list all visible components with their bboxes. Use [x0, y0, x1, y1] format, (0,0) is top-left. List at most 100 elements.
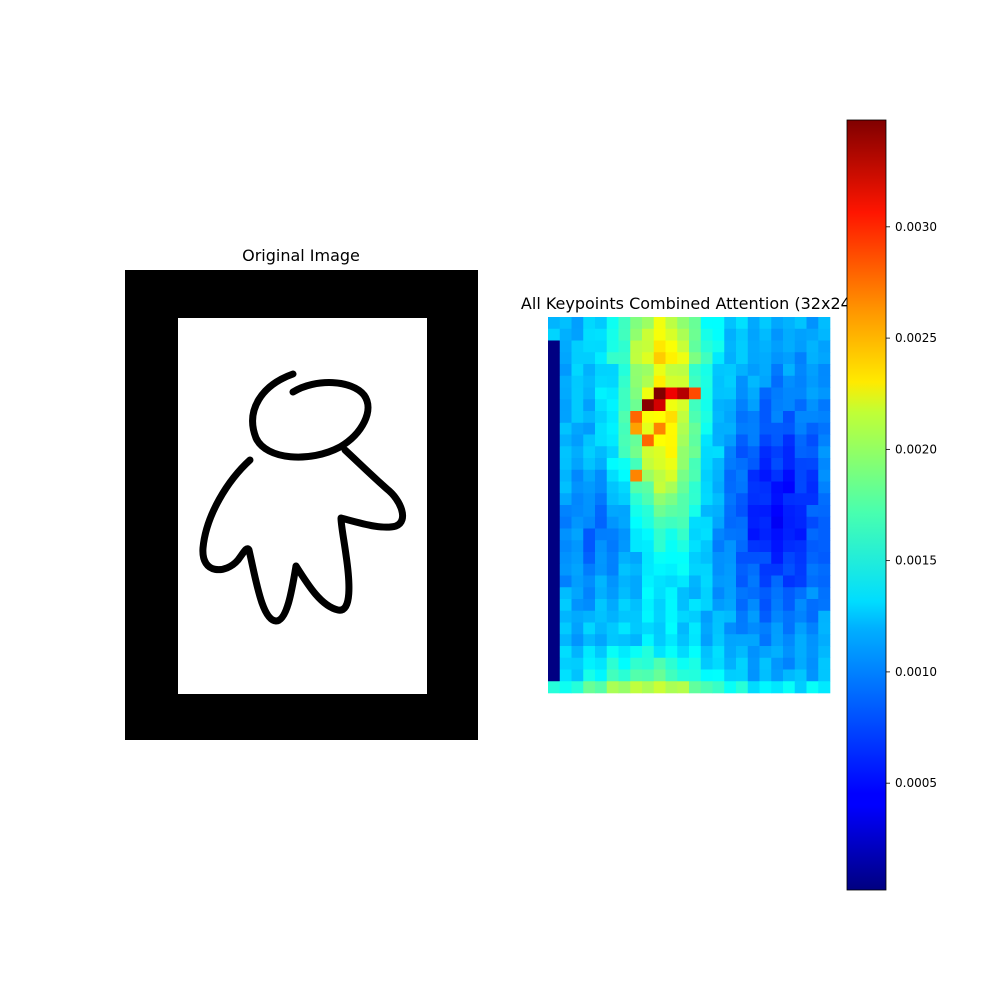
- heatmap-cell: [724, 493, 737, 506]
- heatmap-cell: [712, 622, 725, 635]
- heatmap-cell: [548, 587, 561, 600]
- heatmap-cell: [595, 458, 608, 471]
- heatmap-cell: [583, 446, 596, 459]
- heatmap-cell: [595, 399, 608, 412]
- heatmap-cell: [630, 540, 643, 553]
- heatmap-cell: [759, 634, 772, 647]
- colorbar-ticks: 0.0005 0.0010 0.0015 0.0020 0.0025 0.0030: [886, 220, 937, 790]
- heatmap-cell: [783, 646, 796, 659]
- heatmap-cell: [583, 352, 596, 365]
- heatmap-cell: [548, 634, 561, 647]
- heatmap-cell: [665, 411, 678, 424]
- heatmap-cell: [747, 587, 760, 600]
- heatmap-cell: [700, 540, 713, 553]
- heatmap-cell: [700, 375, 713, 388]
- heatmap-cell: [630, 411, 643, 424]
- heatmap-cell: [689, 328, 702, 341]
- heatmap-cell: [806, 375, 819, 388]
- heatmap-cell: [606, 540, 619, 553]
- heatmap-cell: [642, 375, 655, 388]
- heatmap-cell: [806, 317, 819, 330]
- heatmap-cell: [806, 469, 819, 482]
- heatmap-cell: [736, 422, 749, 435]
- heatmap-cell: [783, 622, 796, 635]
- heatmap-cell: [689, 528, 702, 541]
- heatmap-cell: [618, 610, 631, 623]
- heatmap-cell: [747, 411, 760, 424]
- heatmap-cell: [759, 505, 772, 518]
- heatmap-cell: [736, 352, 749, 365]
- heatmap-cell: [689, 505, 702, 518]
- heatmap-cell: [665, 528, 678, 541]
- heatmap-cell: [736, 481, 749, 494]
- heatmap-cell: [818, 434, 831, 447]
- heatmap-cell: [783, 634, 796, 647]
- heatmap-cell: [689, 669, 702, 682]
- heatmap-cell: [724, 375, 737, 388]
- heatmap-cell: [548, 505, 561, 518]
- heatmap-cell: [759, 458, 772, 471]
- heatmap-cell: [583, 610, 596, 623]
- heatmap-cell: [642, 622, 655, 635]
- heatmap-cell: [677, 563, 690, 576]
- heatmap-cell: [618, 458, 631, 471]
- heatmap-cell: [771, 575, 784, 588]
- heatmap-cell: [606, 505, 619, 518]
- heatmap-cell: [665, 387, 678, 400]
- heatmap-cell: [548, 422, 561, 435]
- heatmap-cell: [583, 375, 596, 388]
- heatmap-cell: [771, 481, 784, 494]
- heatmap-cell: [724, 563, 737, 576]
- heatmap-cell: [559, 528, 572, 541]
- heatmap-cell: [806, 340, 819, 353]
- heatmap-cell: [700, 646, 713, 659]
- heatmap-cell: [583, 528, 596, 541]
- heatmap-cell: [595, 434, 608, 447]
- heatmap-cell: [712, 469, 725, 482]
- heatmap-cell: [818, 340, 831, 353]
- heatmap-cell: [665, 540, 678, 553]
- heatmap-cell: [689, 681, 702, 694]
- heatmap-cell: [583, 317, 596, 330]
- heatmap-cell: [759, 446, 772, 459]
- heatmap-cell: [571, 634, 584, 647]
- heatmap-cell: [794, 469, 807, 482]
- heatmap-cell: [595, 481, 608, 494]
- heatmap-cell: [653, 399, 666, 412]
- heatmap-cell: [759, 340, 772, 353]
- heatmap-cell: [665, 352, 678, 365]
- heatmap-cell: [583, 387, 596, 400]
- heatmap-cell: [618, 352, 631, 365]
- heatmap-cell: [653, 411, 666, 424]
- heatmap-cell: [653, 328, 666, 341]
- heatmap-cell: [771, 540, 784, 553]
- heatmap-cell: [806, 481, 819, 494]
- heatmap-cell: [759, 669, 772, 682]
- heatmap-cell: [700, 610, 713, 623]
- heatmap-cell: [583, 411, 596, 424]
- heatmap-cell: [559, 352, 572, 365]
- heatmap-cell: [618, 387, 631, 400]
- heatmap-cell: [583, 563, 596, 576]
- heatmap-cell: [818, 446, 831, 459]
- heatmap-cell: [771, 657, 784, 670]
- heatmap-cell: [653, 317, 666, 330]
- heatmap-cell: [665, 669, 678, 682]
- heatmap-cell: [665, 681, 678, 694]
- heatmap-cell: [548, 364, 561, 377]
- heatmap-cell: [771, 375, 784, 388]
- heatmap-cell: [712, 481, 725, 494]
- heatmap-cell: [736, 563, 749, 576]
- heatmap-cell: [818, 552, 831, 565]
- heatmap-cell: [724, 328, 737, 341]
- heatmap-cell: [618, 634, 631, 647]
- heatmap-cell: [689, 599, 702, 612]
- heatmap-cell: [759, 364, 772, 377]
- heatmap-cell: [653, 387, 666, 400]
- heatmap-cell: [618, 669, 631, 682]
- heatmap-cell: [712, 610, 725, 623]
- heatmap-cell: [794, 505, 807, 518]
- heatmap-cell: [571, 399, 584, 412]
- heatmap-cell: [595, 422, 608, 435]
- heatmap-cell: [606, 364, 619, 377]
